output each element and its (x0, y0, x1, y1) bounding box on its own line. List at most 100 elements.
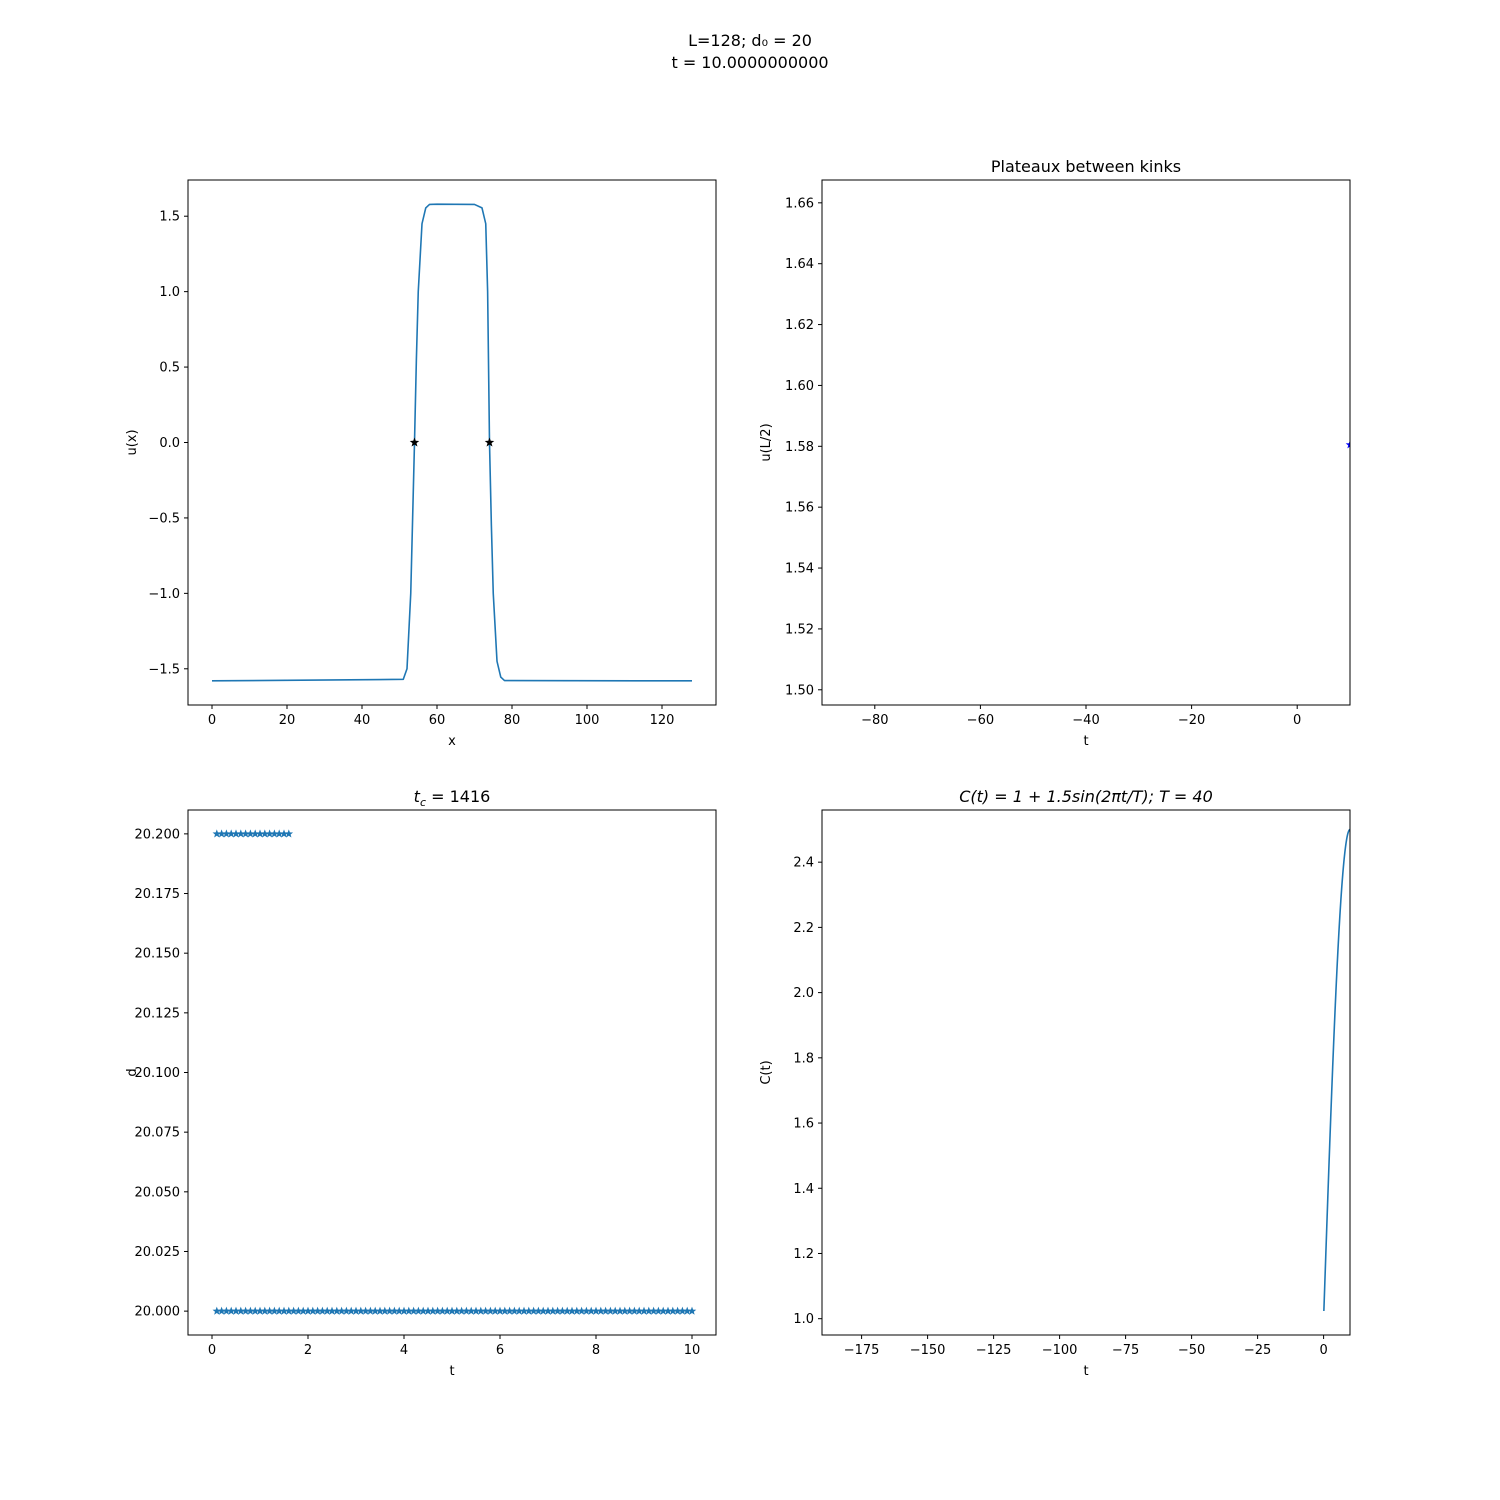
distance-point (553, 1306, 562, 1315)
distance-point (548, 1306, 558, 1315)
distance-title: tc = 1416 (414, 787, 491, 809)
distance-point (409, 1306, 418, 1315)
plateau-point (1345, 440, 1350, 449)
distance-point (678, 1306, 687, 1315)
distance-point (337, 1306, 346, 1315)
distance-point (394, 1306, 404, 1315)
distance-point (442, 1306, 452, 1315)
forcing-ytick-label: 2.4 (793, 856, 814, 871)
distance-point (279, 829, 289, 838)
forcing-xtick-label: −150 (910, 1343, 946, 1358)
distance-point (260, 829, 270, 838)
forcing-ytick-label: 2.2 (793, 921, 814, 936)
distance-point (404, 1306, 414, 1315)
distance-point (265, 1306, 274, 1315)
distance-point (279, 1306, 289, 1315)
profile-ytick-label: 1.5 (159, 210, 180, 225)
distance-point (322, 1306, 332, 1315)
forcing-xtick-label: −125 (976, 1343, 1012, 1358)
profile-ylabel: u(x) (125, 429, 140, 455)
distance-point (361, 1306, 370, 1315)
plateaux-ytick-label: 1.62 (785, 318, 814, 333)
forcing-ytick-label: 1.4 (793, 1182, 814, 1197)
distance-point (476, 1306, 486, 1315)
distance-point (558, 1306, 567, 1315)
distance-point (510, 1306, 519, 1315)
distance-point (351, 1306, 361, 1315)
distance-point (634, 1306, 644, 1315)
plateaux-xtick-label: −80 (861, 713, 888, 728)
distance-point (538, 1306, 548, 1315)
forcing-xlabel: t (1083, 1364, 1088, 1379)
distance-ytick-label: 20.000 (135, 1305, 181, 1320)
profile-ytick-label: −0.5 (148, 511, 180, 526)
distance-point (687, 1306, 697, 1315)
plateaux-xtick-label: −40 (1072, 713, 1099, 728)
distance-point (673, 1306, 682, 1315)
distance-point (682, 1306, 692, 1315)
distance-point (438, 1306, 447, 1315)
distance-point (466, 1306, 476, 1315)
plateaux-xtick-label: 0 (1293, 713, 1301, 728)
distance-point (668, 1306, 678, 1315)
distance-point (658, 1306, 668, 1315)
distance-xtick-label: 4 (400, 1343, 408, 1358)
plateaux-xtick-label: −20 (1178, 713, 1205, 728)
distance-point (524, 1306, 534, 1315)
distance-point (606, 1306, 615, 1315)
distance-point (284, 829, 294, 838)
distance-point (289, 1306, 298, 1315)
profile-chart: 0 20 40 60 80 100 120 −1.5 −1.0 −0.5 0.0 0.5 1.0 1.5 x… (125, 179, 717, 749)
distance-point (212, 829, 222, 838)
distance-ytick-label: 20.200 (135, 827, 181, 842)
distance-point (226, 1306, 236, 1315)
distance-point (495, 1306, 505, 1315)
distance-point (260, 1306, 270, 1315)
distance-xtick-label: 0 (208, 1343, 216, 1358)
distance-point (567, 1306, 577, 1315)
distance-point (241, 829, 250, 838)
distance-point (250, 829, 260, 838)
distance-point (236, 829, 246, 838)
distance-point (270, 1306, 279, 1315)
distance-point (342, 1306, 351, 1315)
plateaux-xtick-label: −60 (967, 713, 994, 728)
distance-point (414, 1306, 423, 1315)
plateaux-ytick-label: 1.60 (785, 379, 814, 394)
distance-point (385, 1306, 394, 1315)
distance-point (620, 1306, 630, 1315)
distance-point (481, 1306, 490, 1315)
plateaux-ytick-label: 1.64 (785, 257, 814, 272)
distance-point (486, 1306, 495, 1315)
profile-axes-frame (187, 179, 717, 706)
distance-point (582, 1306, 591, 1315)
distance-point (615, 1306, 625, 1315)
profile-xtick-label: 0 (208, 713, 216, 728)
profile-xlabel: x (448, 734, 456, 749)
distance-xtick-label: 8 (592, 1343, 600, 1358)
distance-point (327, 1306, 337, 1315)
distance-ytick-label: 20.100 (135, 1066, 181, 1081)
forcing-ytick-label: 1.8 (793, 1051, 814, 1066)
forcing-xtick-label: −75 (1112, 1343, 1139, 1358)
distance-point (418, 1306, 428, 1315)
profile-ytick-label: 0.0 (159, 436, 180, 451)
forcing-title: C(t) = 1 + 1.5sin(2πt/T); T = 40 (959, 787, 1213, 806)
distance-point (423, 1306, 433, 1315)
forcing-ytick-label: 1.6 (793, 1117, 814, 1132)
distance-point (654, 1306, 663, 1315)
forcing-series-line (1323, 828, 1350, 1312)
distance-point (586, 1306, 596, 1315)
distance-ytick-label: 20.150 (135, 947, 181, 962)
distance-point (663, 1306, 673, 1315)
plateaux-ylabel: u(L/2) (759, 423, 774, 461)
profile-ytick-label: −1.5 (148, 662, 180, 677)
distance-point (630, 1306, 639, 1315)
distance-point (270, 829, 279, 838)
distance-point (625, 1306, 634, 1315)
distance-ytick-label: 20.125 (135, 1006, 181, 1021)
forcing-ytick-label: 1.0 (793, 1312, 814, 1327)
kink-marker (484, 437, 495, 447)
distance-point (284, 1306, 294, 1315)
distance-point (471, 1306, 481, 1315)
